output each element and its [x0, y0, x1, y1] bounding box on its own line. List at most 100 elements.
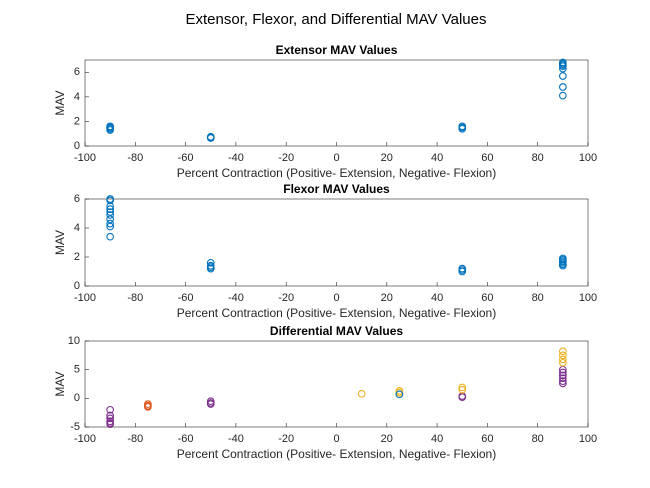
point [558, 374, 567, 383]
point [106, 420, 114, 428]
x-tick-label: -40 [228, 152, 244, 164]
y-tick-label: 4 [74, 222, 80, 234]
point [558, 62, 567, 70]
x-tick-label: -40 [228, 433, 244, 445]
axes-box [84, 340, 589, 428]
point [106, 123, 114, 132]
x-tick-label: 40 [431, 292, 443, 304]
x-tick-label: -20 [278, 152, 294, 164]
x-tick-label: -40 [228, 292, 244, 304]
point [106, 411, 114, 420]
point [106, 196, 114, 205]
x-tick-label: -80 [127, 292, 143, 304]
x-axis-label: Percent Contraction (Positive- Extension… [177, 166, 496, 180]
y-tick-label: 10 [68, 335, 80, 347]
point [458, 267, 467, 276]
x-tick-label: 60 [481, 152, 493, 164]
y-tick-label: 6 [74, 193, 80, 205]
x-tick-label: -100 [74, 433, 96, 445]
point [395, 390, 404, 399]
x-tick-label: -60 [178, 433, 194, 445]
point [106, 232, 114, 241]
point [106, 414, 114, 423]
point [357, 389, 366, 398]
y-tick-label: 0 [74, 392, 80, 404]
y-axis-label: MAV [53, 230, 67, 255]
point [558, 261, 567, 270]
chart-title: Differential MAV Values [270, 324, 403, 338]
x-tick-label: 0 [333, 292, 339, 304]
point [106, 211, 114, 219]
point [144, 403, 152, 411]
y-tick-label: 5 [74, 364, 80, 376]
y-tick-label: -5 [70, 421, 80, 433]
x-tick-label: -20 [278, 433, 294, 445]
point [558, 72, 567, 80]
x-tick-label: -100 [74, 152, 96, 164]
point [458, 385, 467, 394]
x-tick-label: 80 [532, 292, 544, 304]
chart-title: Flexor MAV Values [283, 182, 390, 196]
point [106, 126, 114, 134]
point [106, 405, 114, 414]
x-tick-label: 80 [532, 152, 544, 164]
axes-box [84, 59, 589, 147]
x-tick-label: -60 [178, 152, 194, 164]
point [106, 215, 114, 224]
point [206, 258, 215, 267]
point [558, 358, 567, 367]
x-tick-label: 80 [532, 433, 544, 445]
point [558, 351, 567, 360]
x-tick-label: 40 [431, 152, 443, 164]
x-tick-label: 100 [579, 152, 597, 164]
x-axis-label: Percent Contraction (Positive- Extension… [177, 447, 496, 461]
chart-title: Extensor MAV Values [276, 43, 398, 57]
y-axis-label: MAV [53, 371, 67, 396]
point [558, 377, 567, 385]
point [458, 124, 467, 133]
point [558, 355, 567, 364]
point [106, 208, 114, 216]
y-tick-label: 2 [74, 115, 80, 127]
x-tick-label: 20 [381, 292, 393, 304]
point [106, 205, 114, 213]
point [206, 264, 215, 273]
figure-title: Extensor, Flexor, and Differential MAV V… [186, 11, 487, 28]
x-tick-label: 60 [481, 433, 493, 445]
y-tick-label: 0 [74, 140, 80, 152]
point [558, 368, 567, 377]
x-tick-label: 20 [381, 433, 393, 445]
axes-box [84, 198, 589, 287]
x-tick-label: -80 [127, 433, 143, 445]
point [458, 383, 467, 392]
y-axis-label: MAV [53, 90, 67, 115]
point [206, 400, 215, 408]
x-tick-label: 0 [333, 433, 339, 445]
point [106, 202, 114, 211]
x-tick-label: 100 [579, 433, 597, 445]
x-tick-label: -20 [278, 292, 294, 304]
y-tick-label: 6 [74, 66, 80, 78]
x-tick-label: 0 [333, 152, 339, 164]
x-tick-label: -100 [74, 292, 96, 304]
x-tick-label: 20 [381, 152, 393, 164]
x-tick-label: -80 [127, 152, 143, 164]
point [458, 393, 467, 402]
point [558, 371, 567, 380]
point [558, 83, 567, 91]
x-tick-label: 100 [579, 292, 597, 304]
point [206, 132, 215, 141]
point [558, 379, 567, 388]
x-tick-label: 60 [481, 292, 493, 304]
y-tick-label: 2 [74, 251, 80, 263]
y-tick-label: 0 [74, 280, 80, 292]
x-tick-label: 40 [431, 433, 443, 445]
point [558, 91, 567, 100]
point [106, 222, 114, 231]
point [558, 64, 567, 73]
point [106, 219, 114, 228]
y-tick-label: 4 [74, 91, 80, 103]
x-axis-label: Percent Contraction (Positive- Extension… [177, 306, 496, 320]
x-tick-label: -60 [178, 292, 194, 304]
